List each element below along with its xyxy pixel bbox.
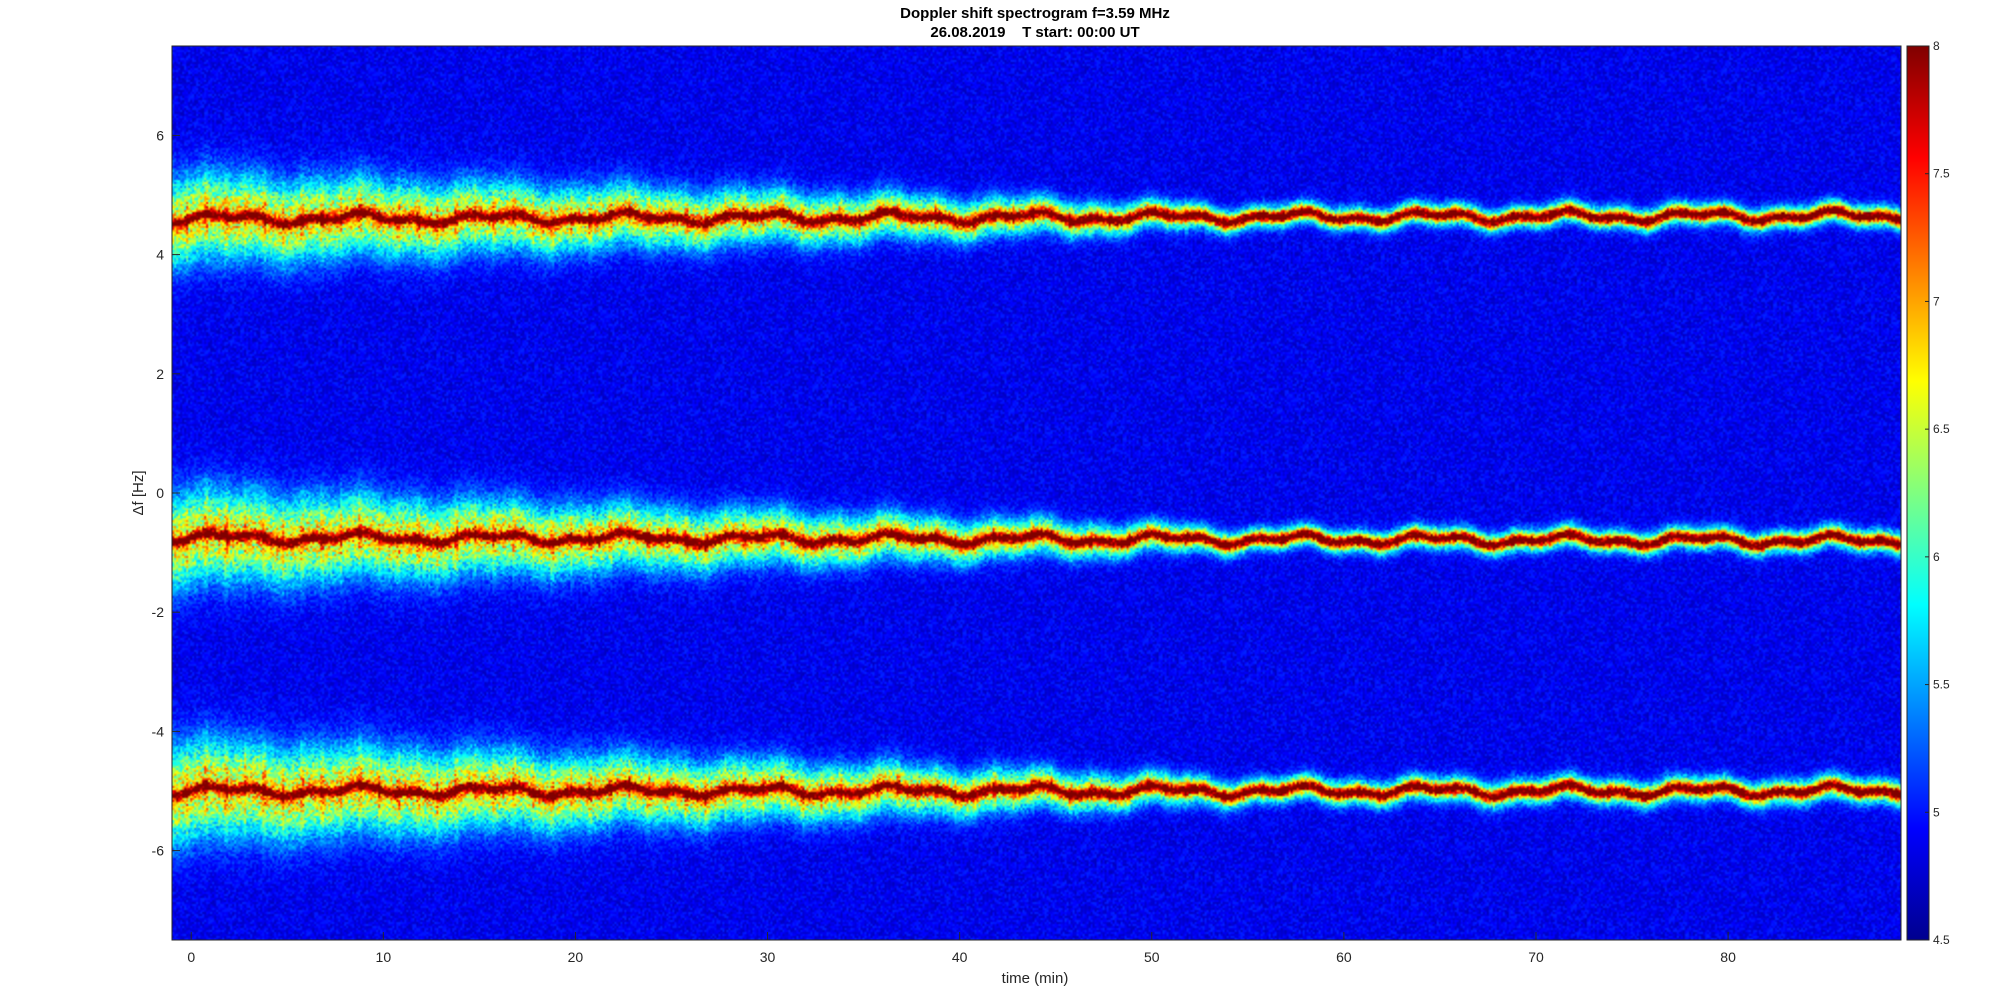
x-tick-label: 20 — [568, 949, 584, 965]
x-tick-label: 50 — [1144, 949, 1160, 965]
colorbar-tick-label: 7 — [1933, 294, 1940, 308]
colorbar-tick-label: 5 — [1933, 805, 1940, 819]
x-axis-label: time (min) — [1002, 970, 1069, 987]
y-tick-label: 2 — [156, 366, 164, 382]
y-tick-label: 0 — [156, 485, 164, 501]
y-tick-label: -6 — [152, 843, 165, 859]
chart-subtitle: 26.08.2019 T start: 00:00 UT — [930, 24, 1139, 41]
colorbar-tick-label: 4.5 — [1933, 933, 1950, 947]
colorbar-tick-label: 7.5 — [1933, 167, 1950, 181]
x-tick-label: 0 — [187, 949, 195, 965]
x-tick-label: 40 — [952, 949, 968, 965]
colorbar-tick-label: 5.5 — [1933, 678, 1950, 692]
x-tick-label: 80 — [1720, 949, 1736, 965]
y-axis: 6 4 2 0 -2 -4 -6 — [152, 127, 180, 859]
x-axis: 0 10 20 30 40 50 60 70 80 — [187, 932, 1736, 965]
colorbar-ticks: 8 7.5 7 6.5 6 5.5 5 4.5 — [1925, 39, 1950, 947]
colorbar-tick-label: 6.5 — [1933, 422, 1950, 436]
x-tick-label: 70 — [1528, 949, 1544, 965]
y-tick-label: 4 — [156, 247, 164, 263]
plot-area — [171, 45, 1902, 941]
colorbar-tick-label: 8 — [1933, 39, 1940, 53]
x-tick-label: 10 — [376, 949, 392, 965]
chart-title: Doppler shift spectrogram f=3.59 MHz — [900, 5, 1170, 22]
colorbar-tick-label: 6 — [1933, 550, 1940, 564]
x-tick-label: 30 — [760, 949, 776, 965]
y-tick-label: -2 — [152, 604, 165, 620]
y-tick-label: -4 — [152, 723, 165, 739]
colorbar: 8 7.5 7 6.5 6 5.5 5 4.5 — [1906, 39, 1950, 947]
y-axis-label: Δf [Hz] — [130, 470, 147, 515]
spectrogram-heatmap — [172, 46, 1901, 940]
x-tick-label: 60 — [1336, 949, 1352, 965]
colorbar-gradient — [1906, 45, 1930, 941]
y-tick-label: 6 — [156, 127, 164, 143]
